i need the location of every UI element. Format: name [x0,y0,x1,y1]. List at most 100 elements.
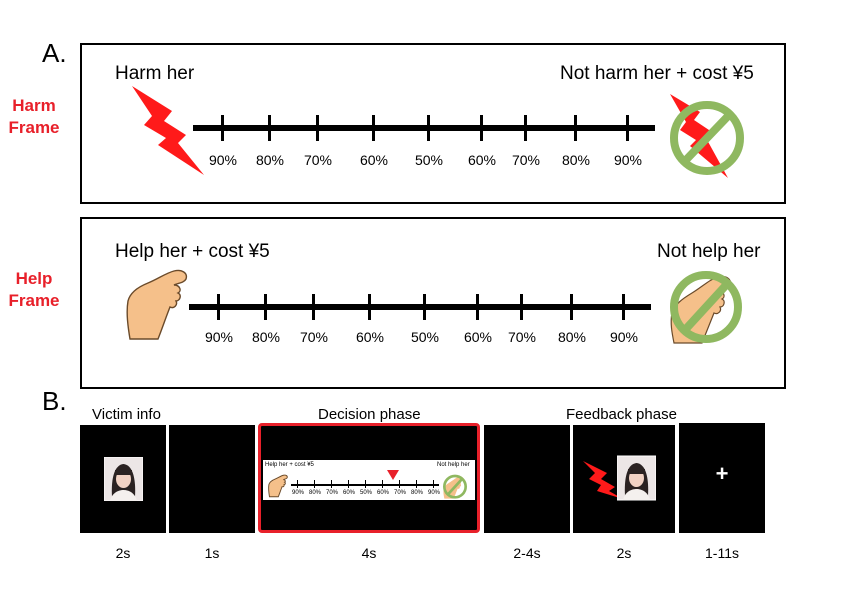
help-frame-label: Help Frame [0,268,74,312]
harm-tick-label: 90% [208,152,238,168]
harm-tick-label: 70% [511,152,541,168]
help-tick-label: 80% [251,329,281,345]
duration-fixation: 1-11s [705,545,739,561]
help-tick-label: 90% [204,329,234,345]
duration-blank-1: 1s [204,545,220,561]
help-scale-ticks [82,219,784,387]
harm-tick-label: 50% [414,152,444,168]
mini-tick-label: 80% [411,490,424,496]
mini-tick [433,480,434,488]
help-frame-label-line2: Frame [8,291,60,310]
mini-tick [382,480,383,488]
help-tick [423,294,426,320]
mini-tick [399,480,400,488]
mini-tick [314,480,315,488]
help-tick [312,294,315,320]
harm-scale-ticks [82,45,784,202]
harm-scale-line [193,125,655,131]
harm-tick [427,115,430,141]
mini-tick [348,480,349,488]
harm-tick-label: 80% [255,152,285,168]
harm-tick [626,115,629,141]
harm-tick [372,115,375,141]
harm-left-option: Harm her [115,63,195,84]
mini-ticks [291,478,439,492]
duration-decision: 4s [361,545,377,561]
harm-tick-label: 80% [561,152,591,168]
victim-photo [104,457,143,501]
crossed-out-lightning-icon [670,94,744,178]
mini-tick-label: 70% [326,490,339,496]
mini-crossed-hand-icon [443,474,467,499]
blank-screen-1 [169,425,255,533]
mini-left-option: Help her + cost ¥5 [265,462,314,468]
mini-tick [297,480,298,488]
help-frame-label-line1: Help [15,269,53,288]
harm-tick [268,115,271,141]
feedback-victim-photo [617,455,656,501]
duration-feedback: 2s [616,545,632,561]
help-tick-label: 90% [609,329,639,345]
help-tick-label: 80% [557,329,587,345]
victim-info-label: Victim info [92,406,161,423]
help-frame-box: Help her + cost ¥5 Not help her 90% 80% … [80,217,786,389]
mini-tick-labels: 90% 80% 70% 60% 50% 60% 70% 80% 90% [291,490,451,500]
helping-hand-icon [126,269,188,340]
help-tick-label: 60% [463,329,493,345]
harm-frame-label: Harm Frame [0,95,74,139]
mini-tick-label: 60% [377,490,390,496]
fixation-screen: + [679,423,765,533]
mini-tick-label: 90% [428,490,441,496]
feedback-screen [573,425,675,533]
feedback-phase-label: Feedback phase [566,406,677,423]
help-tick-label: 50% [410,329,440,345]
duration-victim-info: 2s [115,545,131,561]
help-tick [570,294,573,320]
help-tick [264,294,267,320]
help-tick [520,294,523,320]
mini-hand-icon [268,474,288,498]
harm-tick-label: 60% [467,152,497,168]
crossed-out-hand-icon [670,271,742,344]
mini-tick-label: 50% [360,490,373,496]
mini-right-option: Not help her [437,462,470,468]
help-scale-line [189,304,651,310]
blank-screen-2 [484,425,570,533]
mini-tick-label: 70% [394,490,407,496]
decision-phase-label: Decision phase [318,406,421,423]
harm-tick [574,115,577,141]
panel-b-letter: B. [42,386,67,416]
decision-screen: Help her + cost ¥5 Not help her 90% [258,423,480,533]
harm-frame-label-line2: Frame [8,118,60,137]
help-tick [217,294,220,320]
panel-a-letter: A. [42,38,67,68]
harm-tick [221,115,224,141]
lightning-bolt-icon [132,86,204,175]
mini-tick-label: 80% [309,490,322,496]
feedback-bolt-icon [583,461,623,499]
harm-tick [480,115,483,141]
mini-tick [365,480,366,488]
mini-tick-label: 60% [343,490,356,496]
help-right-option: Not help her [657,241,761,262]
mini-tick-label: 90% [292,490,305,496]
victim-info-screen [80,425,166,533]
help-tick-label: 70% [507,329,537,345]
help-left-option: Help her + cost ¥5 [115,241,270,262]
mini-tick [416,480,417,488]
help-tick-label: 70% [299,329,329,345]
red-marker-icon [387,470,399,480]
mini-scale-panel: Help her + cost ¥5 Not help her 90% [263,460,475,500]
mini-tick [331,480,332,488]
help-tick [476,294,479,320]
harm-right-option: Not harm her + cost ¥5 [560,63,754,84]
help-tick [622,294,625,320]
harm-tick-label: 70% [303,152,333,168]
harm-tick [524,115,527,141]
duration-blank-2: 2-4s [513,545,541,561]
help-tick-label: 60% [355,329,385,345]
harm-tick [316,115,319,141]
fixation-cross: + [715,461,729,486]
harm-frame-label-line1: Harm [12,96,56,115]
harm-tick-label: 90% [613,152,643,168]
